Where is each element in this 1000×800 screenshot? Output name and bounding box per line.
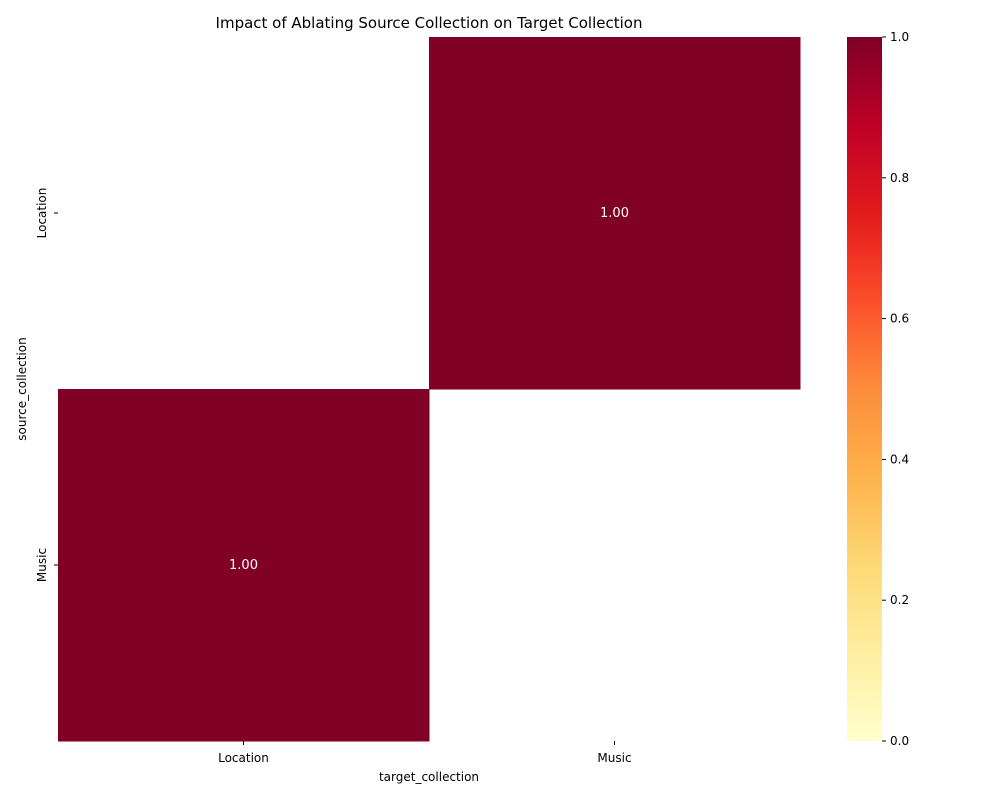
colorbar-tick-label: 0.2 (890, 593, 909, 607)
colorbar-tick-label: 1.0 (890, 30, 909, 44)
colorbar-tick-label: 0.4 (890, 452, 909, 466)
x-tick-label: Location (218, 751, 269, 765)
chart-title: Impact of Ablating Source Collection on … (216, 14, 643, 32)
colorbar (847, 37, 882, 741)
colorbar-tick-label: 0.0 (890, 734, 909, 748)
heatmap-cell-label: 1.00 (600, 206, 629, 221)
y-axis-label: source_collection (15, 337, 29, 440)
heatmap-cell-0-1 (429, 37, 801, 390)
y-tick-label: Music (35, 548, 49, 582)
colorbar-tick-label: 0.6 (890, 312, 909, 326)
heatmap-cells (58, 37, 801, 742)
x-tick-label: Music (597, 751, 631, 765)
y-axis-ticks: Location Music (35, 188, 58, 582)
y-tick-label: Location (35, 188, 49, 239)
heatmap-cell-1-0 (58, 389, 430, 742)
colorbar-tick-label: 0.8 (890, 171, 909, 185)
heatmap-cell-labels: 1.00 1.00 (229, 206, 629, 573)
x-axis-ticks: Location Music (218, 741, 632, 765)
x-axis-label: target_collection (379, 770, 479, 784)
colorbar-ticks: 0.0 0.2 0.4 0.6 0.8 1.0 (882, 30, 909, 748)
heatmap-cell-label: 1.00 (229, 558, 258, 573)
